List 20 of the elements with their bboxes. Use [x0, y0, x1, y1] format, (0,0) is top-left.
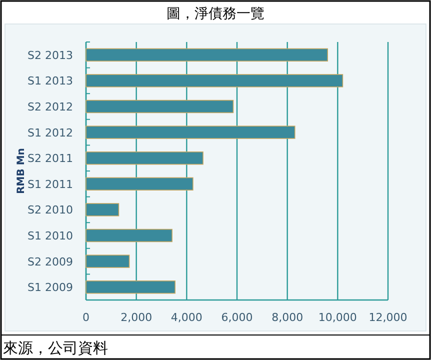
- y-tick-label: S2 2010: [28, 204, 73, 217]
- y-axis-title: RMB Mn: [16, 148, 27, 194]
- y-tick-label: S2 2012: [28, 100, 73, 114]
- x-tick-label: 6,000: [221, 311, 253, 324]
- y-tick-label: S1 2012: [28, 126, 73, 140]
- y-tick-label: S1 2009: [28, 281, 73, 294]
- text: 來源，公司資料: [3, 339, 108, 357]
- y-tick-label: S2 2013: [28, 48, 73, 62]
- x-tick-label: 8,000: [272, 311, 304, 324]
- y-tick-label: S2 2009: [28, 255, 73, 268]
- x-tick-label: 4,000: [170, 311, 202, 324]
- x-tick-label: 0: [82, 311, 90, 324]
- x-tick-label: 10,000: [318, 311, 357, 324]
- y-tick-label: S1 2010: [28, 230, 73, 242]
- x-tick-label: 12,000: [368, 311, 408, 324]
- y-tick-label: S2 2011: [28, 152, 73, 166]
- chart-title: 圖，淨債務一覽: [166, 6, 264, 22]
- y-tick-label: S1 2013: [28, 74, 73, 88]
- x-tick-label: 2,000: [120, 311, 152, 324]
- y-tick-label: S1 2011: [28, 178, 73, 191]
